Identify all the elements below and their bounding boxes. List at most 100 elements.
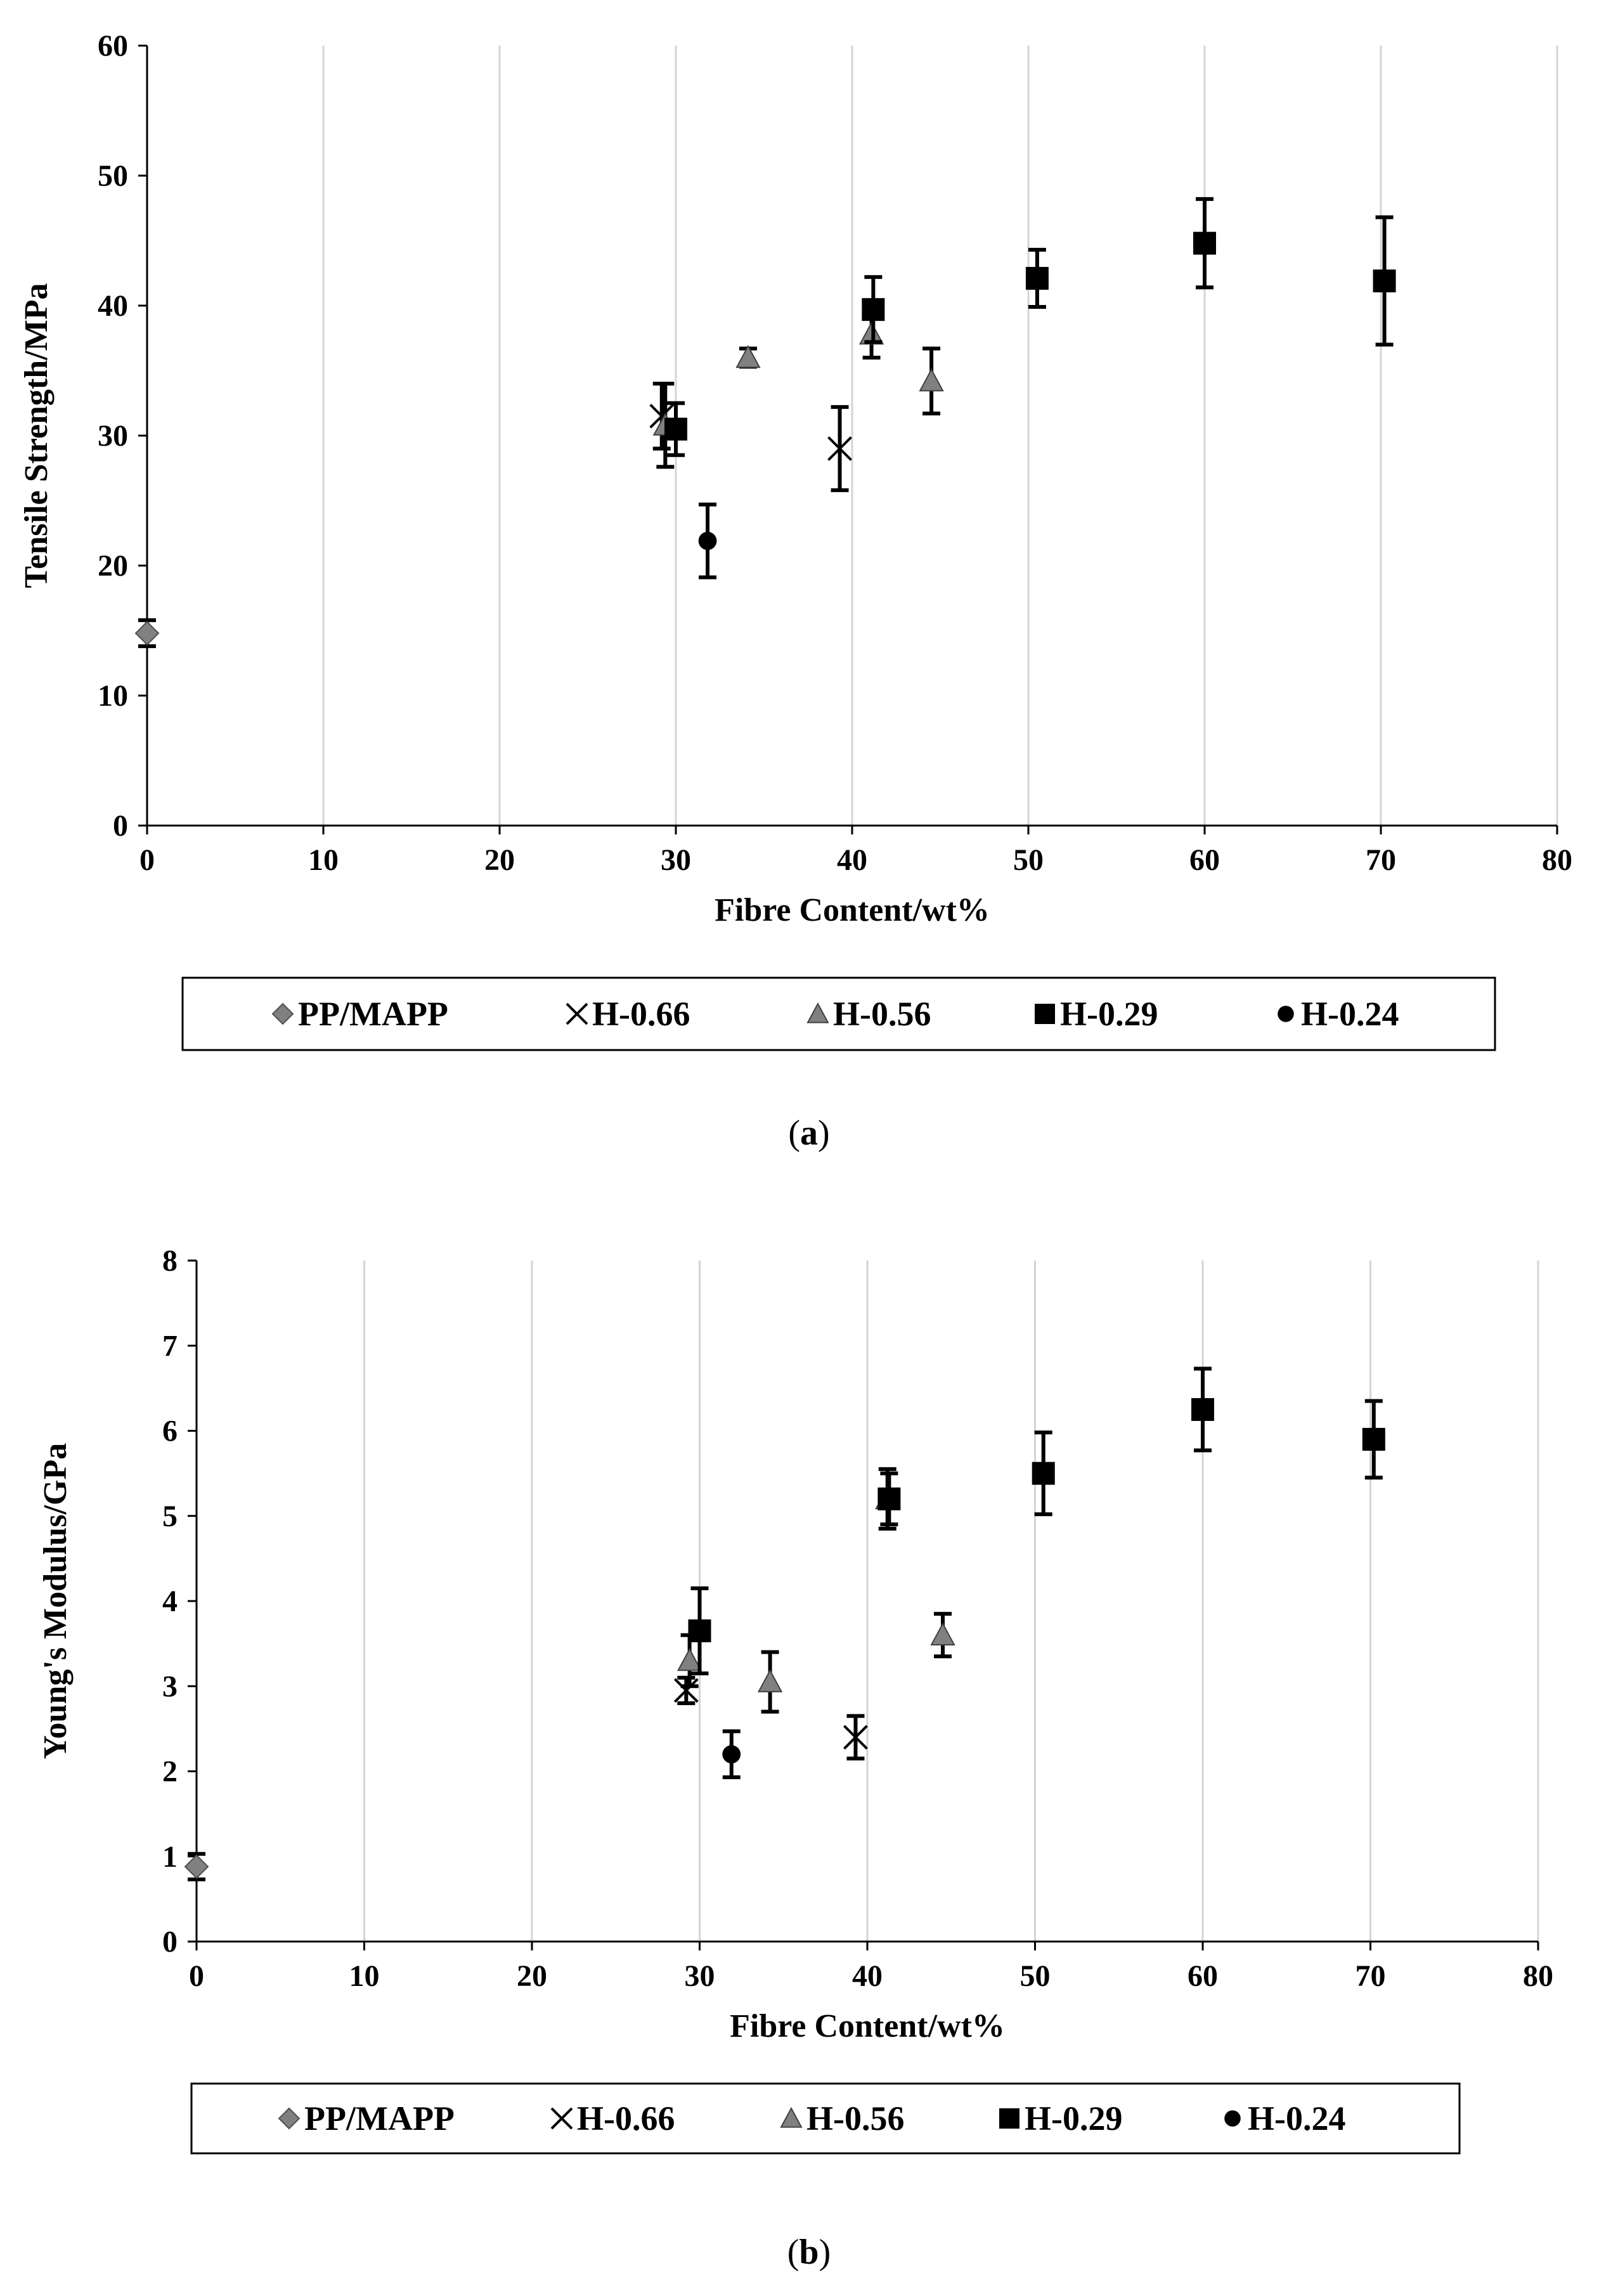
legend-marker-H-0.66 bbox=[566, 1002, 588, 1025]
caption-a-letter: a bbox=[800, 1113, 818, 1153]
legend-label-H-0.66: H-0.66 bbox=[577, 2099, 675, 2137]
point-H-0.29-3 bbox=[1193, 231, 1216, 255]
point-H-0.24-0 bbox=[698, 531, 717, 550]
legend-marker-H-0.66 bbox=[550, 2107, 573, 2130]
x-tick-label-30: 30 bbox=[685, 1959, 715, 1993]
legend: PP/MAPP H-0.66 H-0.56 H-0.29 H-0.24 bbox=[181, 976, 1496, 1051]
caption-b: (b) bbox=[787, 2233, 831, 2272]
legend-marker-H-0.29 bbox=[999, 2108, 1019, 2129]
caption-a: (a) bbox=[788, 1113, 830, 1153]
point-H-0.66-0-stroke-2 bbox=[673, 1678, 699, 1703]
y-tick-label-10: 10 bbox=[98, 679, 128, 713]
point-H-0.56-3 bbox=[930, 1622, 955, 1645]
series-H-0.66 bbox=[673, 1675, 868, 1761]
point-H-0.66-1 bbox=[827, 436, 852, 461]
x-axis-title: Fibre Content/wt% bbox=[715, 892, 990, 928]
y-tick-label-5: 5 bbox=[162, 1500, 178, 1533]
legend-marker-H-0.24 bbox=[1278, 1006, 1294, 1022]
point-H-0.56-1 bbox=[757, 1669, 783, 1692]
series-H-0.24 bbox=[722, 1729, 741, 1779]
series-H-0.29 bbox=[688, 1366, 1385, 1676]
point-H-0.29-0 bbox=[664, 417, 687, 441]
x-tick-label-20: 20 bbox=[484, 843, 515, 877]
series-H-0.56 bbox=[652, 309, 944, 469]
x-tick-label-60: 60 bbox=[1189, 843, 1220, 877]
point-H-0.29-4 bbox=[1373, 269, 1396, 293]
chart-panel-b: 0 1 2 3 4 5 6 7 8 0 10 20 30 40 50 60 70 80 Fibre Content/… bbox=[0, 1179, 1618, 2296]
legend-label-H-0.24: H-0.24 bbox=[1301, 995, 1399, 1033]
point-H-0.29-1 bbox=[862, 298, 885, 321]
series-H-0.56 bbox=[676, 1467, 955, 1714]
x-tick-label-30: 30 bbox=[661, 843, 691, 877]
y-tick-label-6: 6 bbox=[162, 1415, 178, 1448]
x-tick-label-80: 80 bbox=[1542, 843, 1572, 877]
legend-marker-H-0.56 bbox=[806, 1002, 829, 1023]
legend-marker-H-0.66-stroke-2 bbox=[566, 1002, 588, 1025]
legend-label-H-0.66: H-0.66 bbox=[592, 995, 690, 1033]
y-tick-label-3: 3 bbox=[162, 1670, 178, 1703]
point-H-0.66-0-stroke-2 bbox=[649, 403, 675, 429]
legend-marker-H-0.29 bbox=[1035, 1004, 1055, 1024]
y-axis-title: Young's Modulus/GPa bbox=[37, 1443, 74, 1760]
x-tick-label-70: 70 bbox=[1366, 843, 1396, 877]
x-tick-label-0: 0 bbox=[139, 843, 155, 877]
y-tick-label-2: 2 bbox=[162, 1755, 178, 1789]
series-PP/MAPP bbox=[134, 618, 160, 649]
point-H-0.29-1 bbox=[877, 1487, 901, 1510]
point-H-0.56-1 bbox=[735, 344, 761, 368]
y-axis-title: Tensile Strength/MPa bbox=[18, 283, 55, 588]
y-tick-label-0: 0 bbox=[162, 1925, 178, 1959]
y-tick-label-1: 1 bbox=[162, 1840, 178, 1874]
legend-box bbox=[181, 976, 1496, 1051]
legend-label-H-0.29: H-0.29 bbox=[1025, 2099, 1123, 2137]
x-tick-label-0: 0 bbox=[189, 1959, 204, 1993]
y-tick-label-30: 30 bbox=[98, 419, 128, 453]
series-H-0.24 bbox=[698, 502, 717, 580]
y-tick-label-40: 40 bbox=[98, 289, 128, 323]
point-H-0.24-0 bbox=[722, 1745, 741, 1764]
point-H-0.29-3 bbox=[1191, 1398, 1214, 1421]
chart-panel-a: 0 10 20 30 40 50 60 0 10 20 30 40 50 60 70 80 Fibre Cont… bbox=[18, 29, 1572, 1153]
x-tick-label-70: 70 bbox=[1356, 1959, 1386, 1993]
point-H-0.56-0 bbox=[676, 1647, 702, 1671]
point-H-0.66-1-stroke-2 bbox=[843, 1725, 868, 1750]
x-tick-label-80: 80 bbox=[1523, 1959, 1553, 1993]
legend-marker-H-0.24 bbox=[1224, 2110, 1241, 2127]
legend: PP/MAPP H-0.66 H-0.56 H-0.29 H-0.24 bbox=[190, 2082, 1461, 2155]
legend-marker-H-0.56 bbox=[780, 2106, 803, 2128]
y-tick-label-4: 4 bbox=[162, 1585, 178, 1618]
point-H-0.66-0 bbox=[673, 1678, 699, 1703]
legend-label-H-0.29: H-0.29 bbox=[1060, 995, 1158, 1033]
series-PP/MAPP bbox=[184, 1852, 209, 1881]
x-tick-label-20: 20 bbox=[517, 1959, 547, 1993]
x-tick-label-10: 10 bbox=[349, 1959, 380, 1993]
y-tick-label-7: 7 bbox=[162, 1329, 178, 1363]
legend-marker-PP/MAPP bbox=[278, 2107, 301, 2130]
gridlines bbox=[322, 46, 1558, 826]
legend-label-H-0.56: H-0.56 bbox=[833, 995, 931, 1033]
y-tick-label-8: 8 bbox=[162, 1244, 178, 1278]
legend-label-H-0.24: H-0.24 bbox=[1248, 2099, 1346, 2137]
point-H-0.66-1-stroke-2 bbox=[827, 436, 852, 461]
legend-label-PP/MAPP: PP/MAPP bbox=[298, 995, 448, 1033]
point-H-0.29-2 bbox=[1025, 266, 1049, 290]
legend-marker-PP/MAPP bbox=[271, 1002, 294, 1025]
x-axis-title: Fibre Content/wt% bbox=[730, 2008, 1005, 2044]
caption-b-letter: b bbox=[799, 2233, 819, 2272]
chart-a-svg: 0 10 20 30 40 50 60 0 10 20 30 40 50 60 70 80 Fibre Cont… bbox=[18, 29, 1572, 1051]
point-H-0.29-0 bbox=[688, 1619, 711, 1642]
point-H-0.66-1 bbox=[843, 1725, 868, 1750]
point-H-0.56-3 bbox=[919, 368, 944, 392]
x-tick-label-40: 40 bbox=[837, 843, 867, 877]
x-tick-label-10: 10 bbox=[308, 843, 339, 877]
x-tick-label-50: 50 bbox=[1013, 843, 1044, 877]
legend-label-H-0.56: H-0.56 bbox=[806, 2099, 905, 2137]
point-PP/MAPP-0 bbox=[184, 1854, 209, 1879]
x-tick-label-60: 60 bbox=[1188, 1959, 1218, 1993]
point-H-0.29-2 bbox=[1032, 1462, 1055, 1485]
point-PP/MAPP-0 bbox=[134, 621, 160, 646]
point-H-0.29-4 bbox=[1362, 1427, 1385, 1451]
y-tick-label-50: 50 bbox=[98, 159, 128, 193]
y-tick-label-0: 0 bbox=[113, 809, 128, 843]
